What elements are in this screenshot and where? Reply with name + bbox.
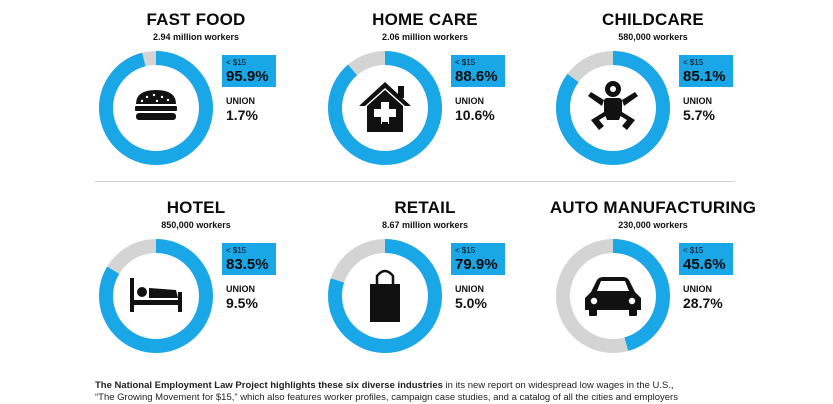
below-15-value: 85.1% <box>683 68 726 85</box>
bed-icon <box>130 278 182 312</box>
industry-title: AUTO MANUFACTURING <box>549 198 757 217</box>
industry-title: CHILDCARE <box>602 10 704 29</box>
worker-count: 2.06 million workers <box>381 32 469 42</box>
donut-chart <box>328 239 442 353</box>
donut-below-15-arc <box>556 239 670 353</box>
section-divider <box>95 181 735 182</box>
donut-below-15-arc <box>99 51 213 165</box>
worker-count: 580,000 workers <box>618 32 688 42</box>
worker-count: 230,000 workers <box>618 220 688 230</box>
union-label: UNION <box>226 284 255 294</box>
below-15-label: < $15 <box>683 246 704 255</box>
shopping-bag-icon <box>370 269 400 322</box>
union-label: UNION <box>683 96 712 106</box>
donut-chart <box>99 239 213 353</box>
below-15-badge: < $15 85.1% <box>679 55 733 87</box>
below-15-value: 83.5% <box>226 256 269 273</box>
donut-chart <box>556 239 670 353</box>
industry-panel: AUTO MANUFACTURING 230,000 workers < $15 45… <box>550 198 783 373</box>
below-15-label: < $15 <box>455 246 476 255</box>
house-icon <box>359 82 411 132</box>
union-label: UNION <box>683 284 712 294</box>
union-label: UNION <box>226 96 255 106</box>
below-15-label: < $15 <box>226 58 247 67</box>
industry-panel: HOME CARE 2.06 million workers < $15 88.6% U… <box>325 10 555 185</box>
baby-icon <box>588 81 638 130</box>
donut-below-15-arc <box>328 51 442 165</box>
below-15-value: 45.6% <box>683 256 726 273</box>
below-15-badge: < $15 79.9% <box>451 243 505 275</box>
industry-title: HOTEL <box>166 198 226 217</box>
below-15-badge: < $15 88.6% <box>451 55 505 87</box>
donut-chart <box>99 51 213 165</box>
worker-count: 2.94 million workers <box>152 32 240 42</box>
burger-icon <box>135 90 177 120</box>
union-value: 10.6% <box>455 107 495 123</box>
donut-chart <box>328 51 442 165</box>
below-15-value: 79.9% <box>455 256 498 273</box>
donut-below-15-arc <box>328 239 442 353</box>
industry-panel: RETAIL 8.67 million workers < $15 79.9% UNIO… <box>325 198 555 373</box>
footer-bold: The National Employment Law Project high… <box>95 380 443 391</box>
industry-title: RETAIL <box>394 198 456 217</box>
below-15-value: 95.9% <box>226 68 269 85</box>
car-icon <box>585 277 641 316</box>
worker-count: 8.67 million workers <box>381 220 469 230</box>
union-label: UNION <box>455 284 484 294</box>
union-value: 9.5% <box>226 295 258 311</box>
union-value: 5.7% <box>683 107 715 123</box>
below-15-badge: < $15 95.9% <box>222 55 276 87</box>
footer-text: The National Employment Law Project high… <box>95 380 815 404</box>
worker-count: 850,000 workers <box>161 220 231 230</box>
union-value: 1.7% <box>226 107 258 123</box>
below-15-label: < $15 <box>455 58 476 67</box>
union-label: UNION <box>455 96 484 106</box>
industry-title: FAST FOOD <box>146 10 246 29</box>
industry-panel: FAST FOOD 2.94 million workers < $15 95.9% U… <box>96 10 326 185</box>
below-15-badge: < $15 45.6% <box>679 243 733 275</box>
below-15-label: < $15 <box>683 58 704 67</box>
footer-line1: in its new report on widespread low wage… <box>442 380 674 391</box>
industry-panel: CHILDCARE 580,000 workers < $15 85.1% UNION 5… <box>553 10 783 185</box>
below-15-value: 88.6% <box>455 68 498 85</box>
union-value: 28.7% <box>683 295 723 311</box>
footer-line2: “The Growing Movement for $15,” which al… <box>95 392 678 403</box>
below-15-badge: < $15 83.5% <box>222 243 276 275</box>
union-value: 5.0% <box>455 295 487 311</box>
donut-below-15-arc <box>556 51 670 165</box>
donut-below-15-arc <box>99 239 213 353</box>
industry-panel: HOTEL 850,000 workers < $15 83.5% UNION 9.5% <box>96 198 326 373</box>
below-15-label: < $15 <box>226 246 247 255</box>
donut-chart <box>556 51 670 165</box>
industry-title: HOME CARE <box>372 10 478 29</box>
